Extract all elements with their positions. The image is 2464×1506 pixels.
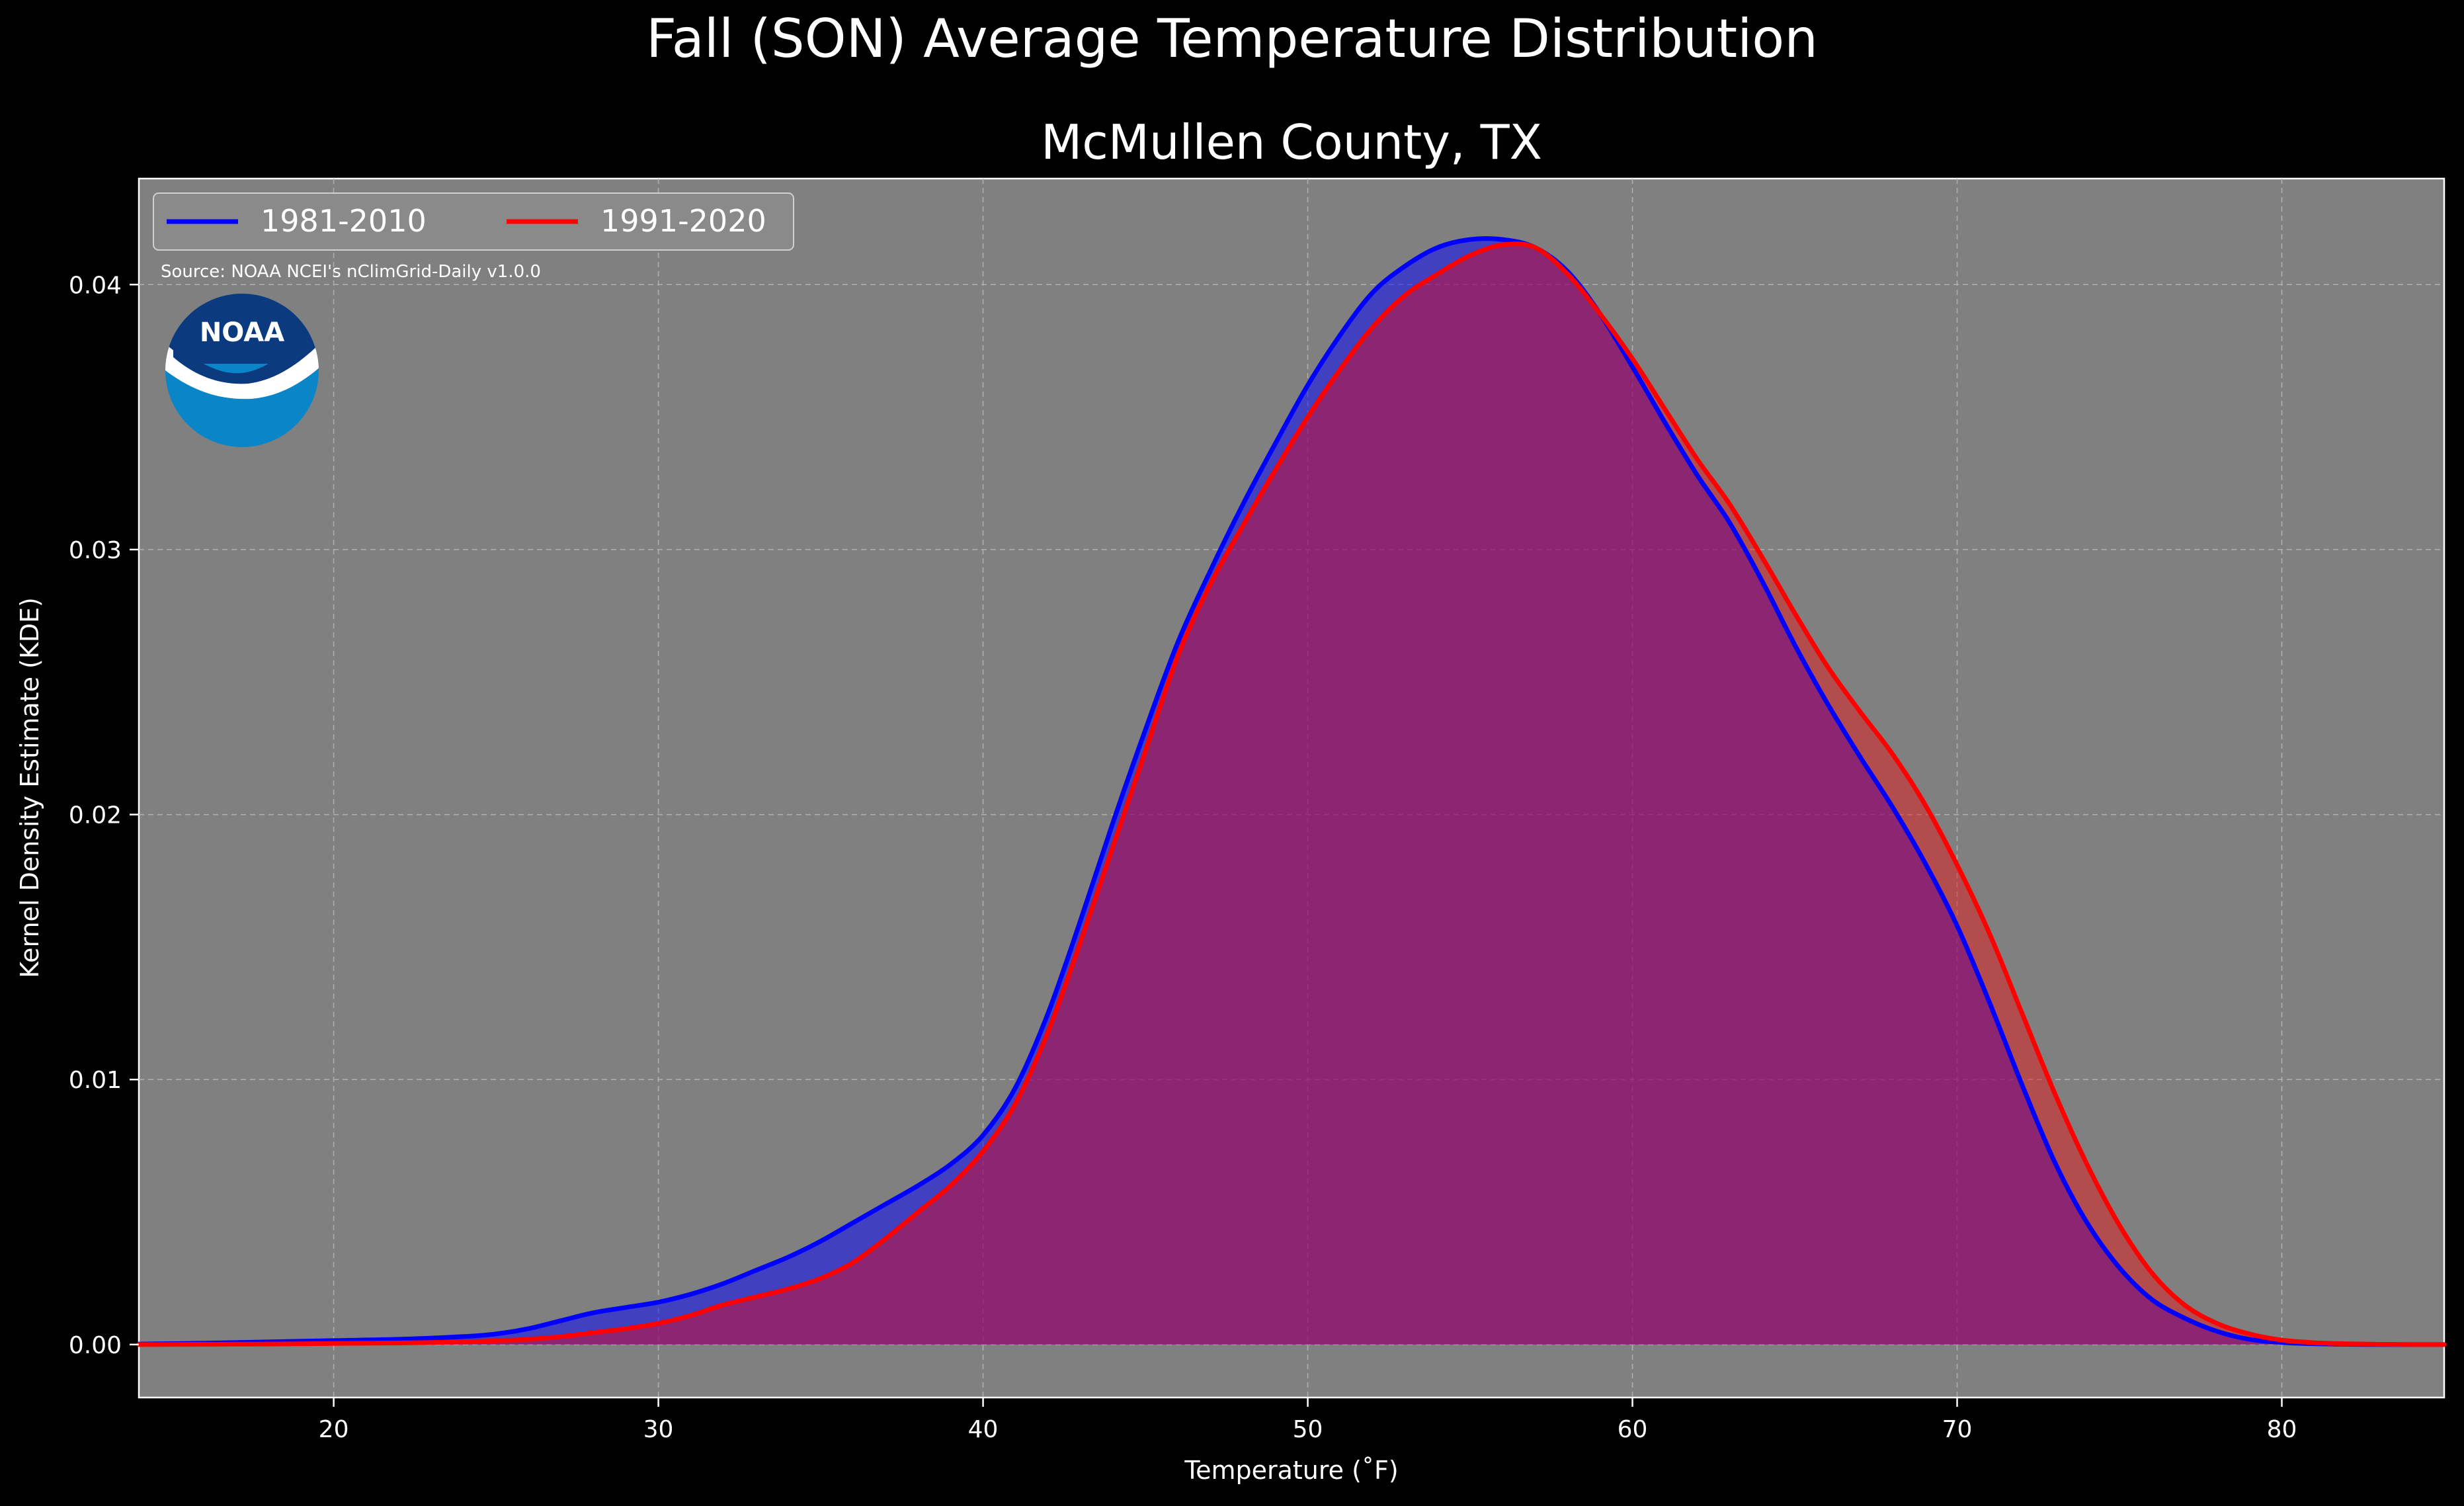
- x-tick-label: 50: [1293, 1416, 1323, 1443]
- y-tick-label: 0.01: [69, 1067, 122, 1094]
- y-tick-label: 0.03: [69, 537, 122, 564]
- chart-title: Fall (SON) Average Temperature Distribut…: [646, 8, 1818, 69]
- x-tick-label: 80: [2267, 1416, 2297, 1443]
- y-axis-label: Kernel Density Estimate (KDE): [15, 597, 44, 978]
- series-lines: [136, 236, 2447, 1347]
- source-note: Source: NOAA NCEI's nClimGrid-Daily v1.0…: [161, 262, 541, 282]
- x-axis-label: Temperature (˚F): [1184, 1456, 1398, 1485]
- series-fills: [139, 238, 2444, 1345]
- series-area-1981-2010: [139, 238, 2444, 1345]
- y-tick-label: 0.04: [69, 272, 122, 299]
- legend-label-1981-2010: 1981-2010: [261, 203, 427, 239]
- noaa-logo-text: NOAA: [200, 317, 284, 348]
- x-tick-label: 70: [1942, 1416, 1973, 1443]
- series-line-1991-2020: [136, 241, 2447, 1347]
- y-tick-label: 0.02: [69, 802, 122, 829]
- chart-subtitle: McMullen County, TX: [1041, 114, 1542, 170]
- x-axis: 20 30 40 50 60 70 80: [319, 1398, 2297, 1443]
- legend-label-1991-2020: 1991-2020: [600, 203, 766, 239]
- y-tick-label: 0.00: [69, 1332, 122, 1359]
- x-tick-label: 40: [968, 1416, 999, 1443]
- x-tick-label: 30: [643, 1416, 674, 1443]
- x-tick-label: 20: [319, 1416, 349, 1443]
- x-tick-label: 60: [1618, 1416, 1648, 1443]
- series-area-1991-2020: [139, 243, 2444, 1345]
- legend-box: [153, 192, 794, 251]
- y-axis: 0.00 0.01 0.02 0.03 0.04: [69, 272, 139, 1359]
- legend: 1981-2010 1991-2020: [153, 192, 794, 251]
- series-line-1981-2010: [136, 236, 2447, 1347]
